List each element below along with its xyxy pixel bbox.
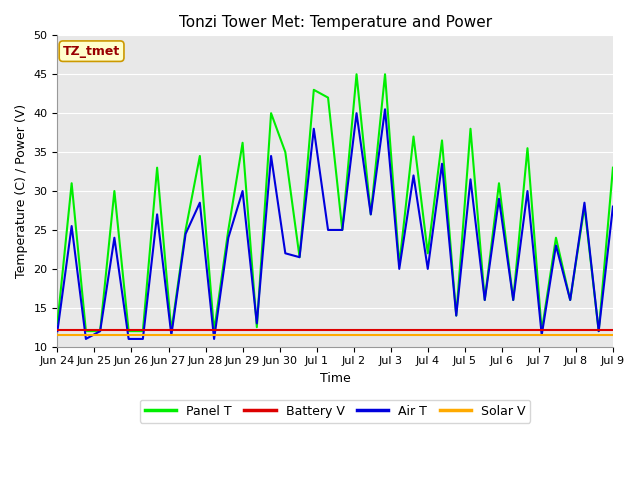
Y-axis label: Temperature (C) / Power (V): Temperature (C) / Power (V)	[15, 104, 28, 278]
X-axis label: Time: Time	[320, 372, 351, 385]
Title: Tonzi Tower Met: Temperature and Power: Tonzi Tower Met: Temperature and Power	[179, 15, 492, 30]
Text: TZ_tmet: TZ_tmet	[63, 45, 120, 58]
Legend: Panel T, Battery V, Air T, Solar V: Panel T, Battery V, Air T, Solar V	[140, 400, 531, 423]
